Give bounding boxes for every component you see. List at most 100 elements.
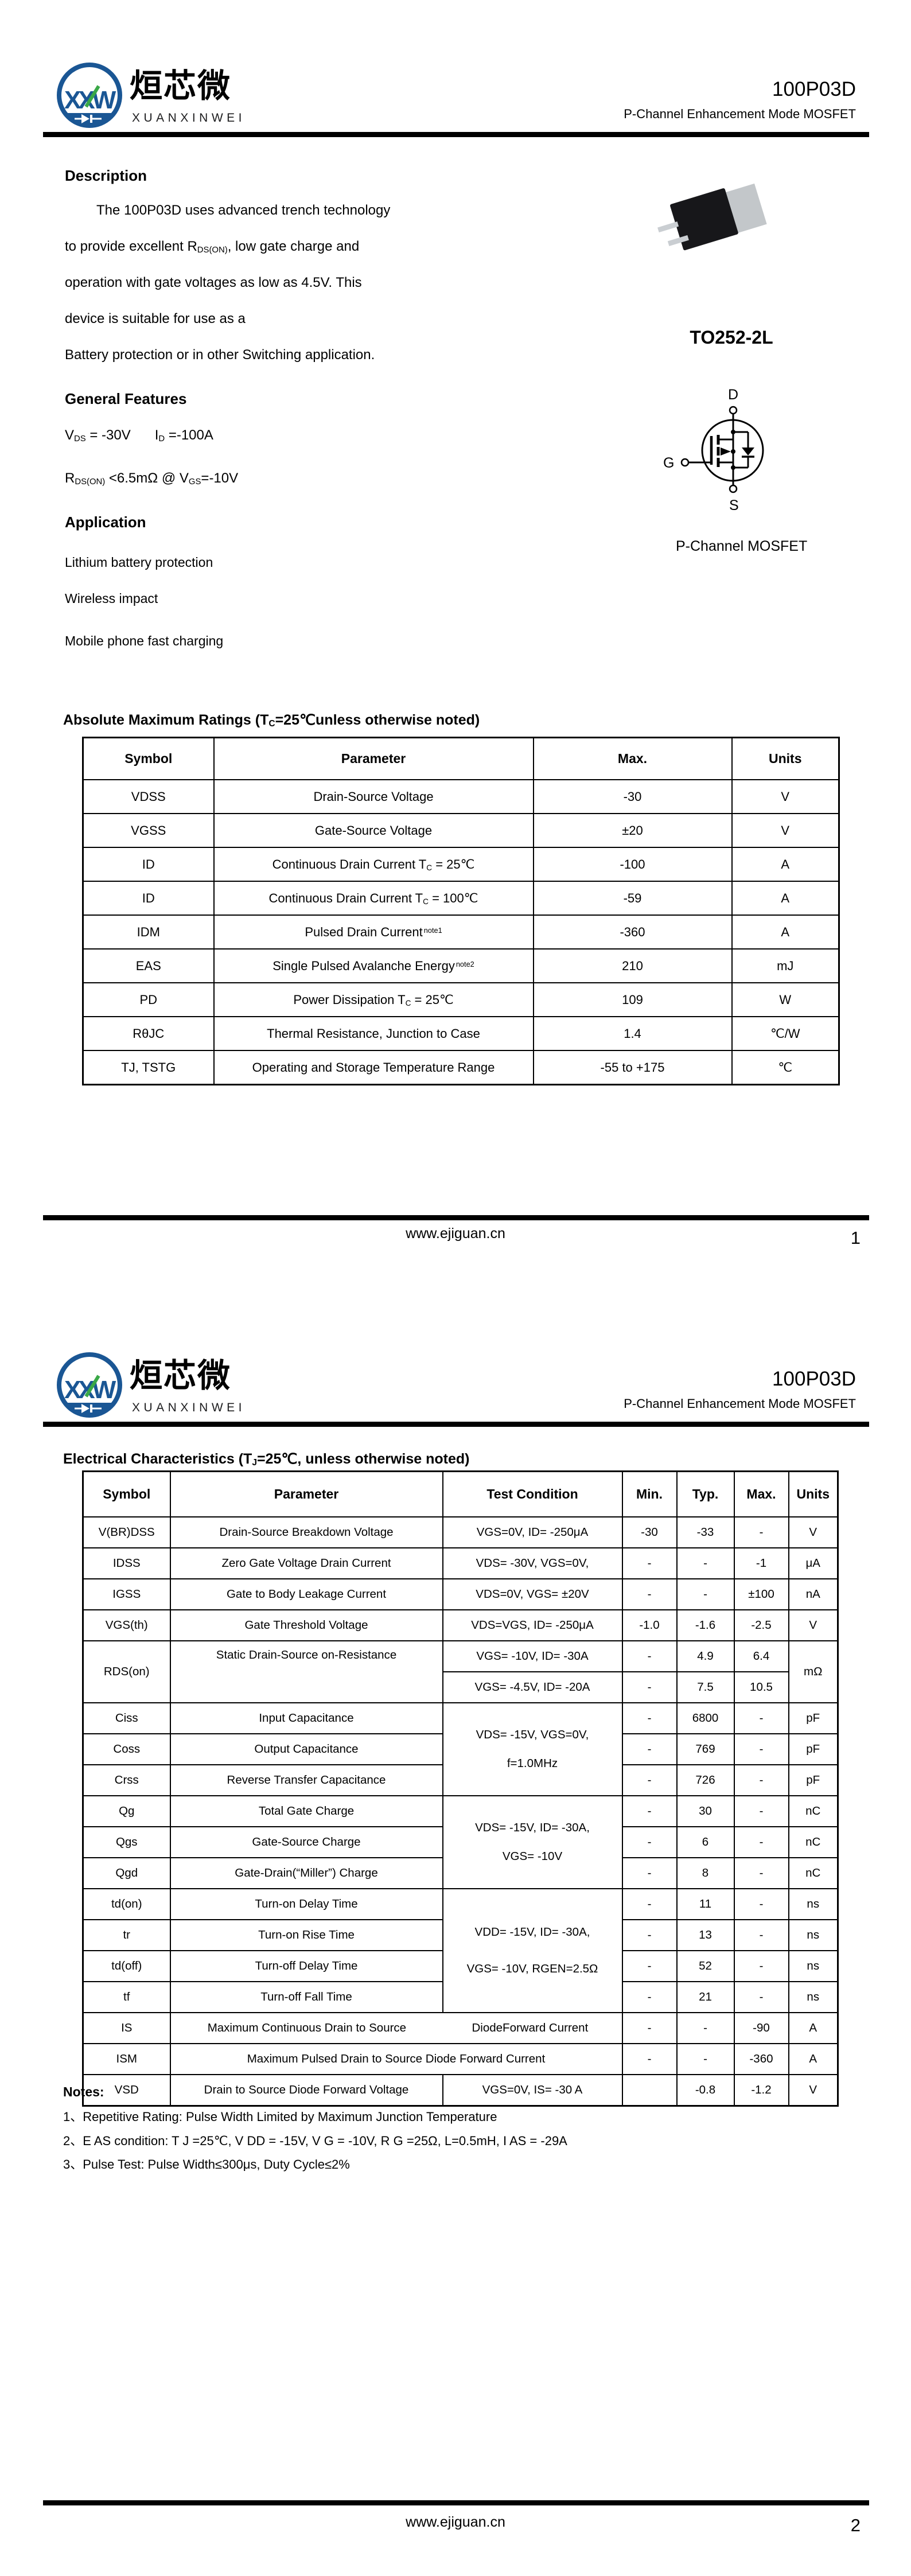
cell-symbol: VGS(th) — [82, 1609, 171, 1641]
cell-test-condition: VDS=VGS, ID= -250μA — [442, 1609, 623, 1641]
cell-units: ℃/W — [731, 1016, 840, 1051]
cell-parameter: Turn-on Rise Time — [169, 1919, 443, 1951]
package-label: TO252-2L — [690, 327, 773, 348]
cell-min: - — [621, 1702, 678, 1734]
cell-min: -30 — [621, 1516, 678, 1548]
cell-test-condition: VDS= -15V, VGS=0V, f=1.0MHz — [442, 1702, 623, 1796]
cell-parameter: Pulsed Drain Current note1 — [213, 915, 534, 950]
cell-typ: - — [676, 2012, 735, 2044]
cell-max: -90 — [733, 2012, 789, 2044]
description-line: Battery protection or in other Switching… — [65, 347, 375, 363]
cell-symbol: Qgd — [82, 1857, 171, 1889]
cell-typ: -33 — [676, 1516, 735, 1548]
cell-max: 6.4 — [733, 1640, 789, 1672]
abs-max-title: Absolute Maximum Ratings (TC=25℃unless o… — [63, 712, 480, 729]
cell-max: - — [733, 1950, 789, 1982]
cell-min: - — [621, 1671, 678, 1703]
cell-parameter: Thermal Resistance, Junction to Case — [213, 1016, 534, 1051]
cell-min: - — [621, 1733, 678, 1765]
cell-parameter: Single Pulsed Avalanche Energy note2 — [213, 948, 534, 983]
cell-min: - — [621, 2012, 678, 2044]
cell-test-condition: VDD= -15V, ID= -30A, VGS= -10V, RGEN=2.5Ω — [442, 1888, 623, 2013]
cell-units: mΩ — [788, 1640, 839, 1703]
cell-min: - — [621, 1950, 678, 1982]
cell-units: nC — [788, 1857, 839, 1889]
absolute-maximum-ratings-table: Symbol Parameter Max. Units VDSS Drain-S… — [82, 737, 840, 1085]
cell-min: - — [621, 1857, 678, 1889]
cell-max: -2.5 — [733, 1609, 789, 1641]
column-header: Symbol — [82, 1470, 171, 1517]
cell-max: - — [733, 1981, 789, 2013]
table-row: tr Turn-on Rise Time - 13 - ns — [82, 1919, 839, 1951]
cell-units: A — [731, 915, 840, 950]
cell-max: 1.4 — [532, 1016, 733, 1051]
cell-min: - — [621, 1981, 678, 2013]
cell-typ: 7.5 — [676, 1671, 735, 1703]
column-header: Max. — [733, 1470, 789, 1517]
cell-units: nC — [788, 1795, 839, 1827]
cell-symbol: td(off) — [82, 1950, 171, 1982]
table-row: Qgd Gate-Drain(“Miller”) Charge - 8 - nC — [82, 1857, 839, 1889]
cell-units: V — [788, 2074, 839, 2107]
cell-units: W — [731, 982, 840, 1017]
cell-symbol: RDS(on) — [82, 1640, 171, 1703]
cell-symbol: Qg — [82, 1795, 171, 1827]
cell-symbol: TJ, TSTG — [82, 1050, 215, 1085]
cell-min: - — [621, 1826, 678, 1858]
cell-parameter: Power Dissipation TC = 25℃ — [213, 982, 534, 1017]
cell-test-condition: VDS= -30V, VGS=0V, — [442, 1547, 623, 1579]
diode-icon — [75, 114, 102, 123]
table-row: ID Continuous Drain Current TC = 100℃ -5… — [82, 881, 840, 916]
feature-line: VDS = -30V ID =-100A — [65, 427, 213, 444]
footer-rule — [43, 2500, 869, 2505]
cell-typ: 8 — [676, 1857, 735, 1889]
table-row: TJ, TSTG Operating and Storage Temperatu… — [82, 1050, 840, 1085]
table-row: V(BR)DSS Drain-Source Breakdown Voltage … — [82, 1516, 839, 1548]
cell-parameter: Zero Gate Voltage Drain Current — [169, 1547, 443, 1579]
cell-min — [621, 2074, 678, 2107]
table-row: VGS(th) Gate Threshold Voltage VDS=VGS, … — [82, 1609, 839, 1641]
cell-typ: 52 — [676, 1950, 735, 1982]
electrical-characteristics-table: Symbol Parameter Test Condition Min. Typ… — [82, 1470, 839, 2107]
table-row: VDSS Drain-Source Voltage -30 V — [82, 779, 840, 814]
cell-units: A — [788, 2043, 839, 2075]
cell-min: - — [621, 1919, 678, 1951]
application-heading: Application — [65, 513, 146, 531]
cell-typ: 13 — [676, 1919, 735, 1951]
cell-parameter: Continuous Drain Current TC = 25℃ — [213, 847, 534, 882]
cell-symbol: tr — [82, 1919, 171, 1951]
cell-units: pF — [788, 1733, 839, 1765]
cell-min: - — [621, 1764, 678, 1796]
cell-symbol: IS — [82, 2012, 171, 2044]
table-row: RθJC Thermal Resistance, Junction to Cas… — [82, 1016, 840, 1051]
cell-max: ±20 — [532, 813, 733, 848]
cell-parameter: Drain to Source Diode Forward Voltage — [169, 2074, 443, 2107]
cell-parameter: Operating and Storage Temperature Range — [213, 1050, 534, 1085]
description-line: to provide excellent RDS(ON), low gate c… — [65, 239, 360, 255]
table-row: IDM Pulsed Drain Current note1 -360 A — [82, 915, 840, 950]
cell-max: -1.2 — [733, 2074, 789, 2107]
cell-parameter: Maximum Continuous Drain to Source DiodeF… — [169, 2012, 623, 2044]
package-photo — [657, 183, 767, 251]
cell-parameter: Output Capacitance — [169, 1733, 443, 1765]
table-row: RDS(on) Static Drain-Source on-Resistanc… — [82, 1640, 839, 1703]
cell-max: -30 — [532, 779, 733, 814]
cell-max: - — [733, 1764, 789, 1796]
cell-units: nC — [788, 1826, 839, 1858]
header-rule — [43, 132, 869, 137]
column-header: Parameter — [213, 737, 534, 780]
table-header-row: Symbol Parameter Max. Units — [82, 737, 840, 780]
cell-units: V — [731, 779, 840, 814]
cell-symbol: IDSS — [82, 1547, 171, 1579]
page-number: 2 — [850, 2515, 861, 2535]
table-row: EAS Single Pulsed Avalanche Energy note2 … — [82, 948, 840, 983]
cell-test-condition: VGS=0V, IS= -30 A — [442, 2074, 623, 2107]
description-line: device is suitable for use as a — [65, 311, 246, 326]
table-row: ISM Maximum Pulsed Drain to Source Diode… — [82, 2043, 839, 2075]
cell-units: pF — [788, 1702, 839, 1734]
cell-units: ns — [788, 1888, 839, 1920]
brand-name-english: XUANXINWEI — [132, 1401, 246, 1414]
cell-symbol: Qgs — [82, 1826, 171, 1858]
column-header: Parameter — [169, 1470, 443, 1517]
